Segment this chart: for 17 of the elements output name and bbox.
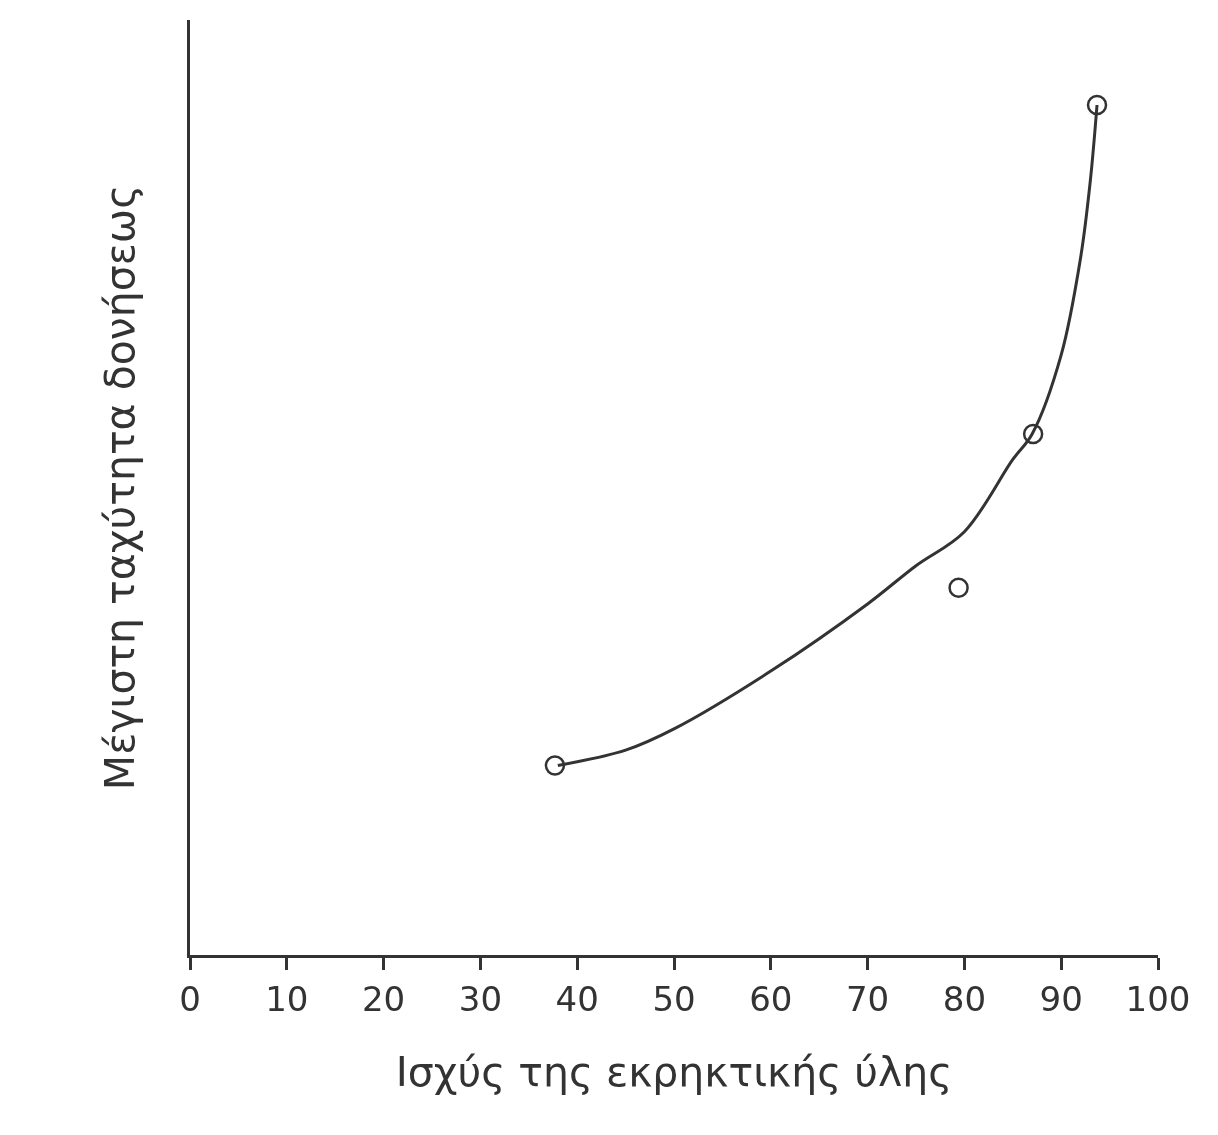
x-tick-label: 100	[1125, 978, 1191, 1019]
x-axis-title: Ισχύς της εκρηκτικής ύλης	[395, 1048, 953, 1096]
x-tick-label: 50	[652, 978, 696, 1019]
x-tick-label: 90	[1039, 978, 1083, 1019]
x-tick-label: 40	[555, 978, 599, 1019]
x-tick-label: 0	[179, 978, 201, 1019]
x-tick-label: 70	[845, 978, 890, 1019]
y-axis-title: Μέγιστη ταχύτητα δονήσεως	[96, 184, 145, 791]
x-tick-label: 60	[749, 978, 793, 1019]
x-tick-label: 20	[361, 978, 406, 1019]
point	[1022, 423, 1044, 445]
point	[544, 755, 566, 776]
x-tick-label: 80	[942, 978, 987, 1019]
x-tick-label: 30	[458, 978, 503, 1019]
x-tick-label: 10	[265, 978, 309, 1019]
point	[948, 577, 969, 599]
point	[1086, 94, 1108, 116]
